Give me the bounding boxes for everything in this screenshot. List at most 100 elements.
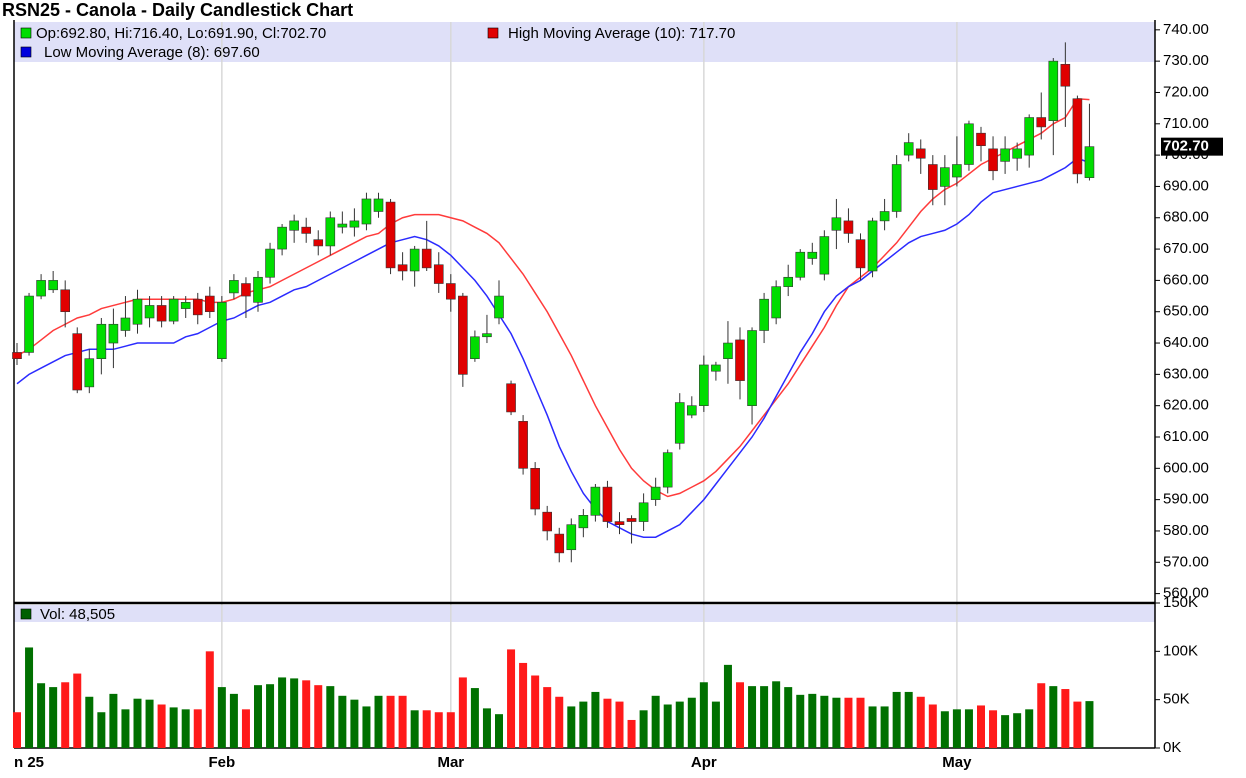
- legend-swatch: [20, 608, 32, 620]
- candle-body: [241, 283, 251, 297]
- volume-bar: [615, 701, 624, 748]
- volume-bar: [121, 709, 130, 748]
- candle-body: [409, 248, 420, 272]
- volume-bar: [892, 691, 901, 748]
- volume-bar: [832, 697, 841, 748]
- volume-bar: [73, 673, 82, 748]
- y-tick-label: 710.00: [1163, 115, 1209, 132]
- candle-body: [1084, 146, 1095, 178]
- candle-body: [361, 198, 372, 225]
- candle-body: [470, 336, 480, 359]
- y-tick-label: 690.00: [1163, 177, 1209, 194]
- candle-body: [373, 198, 384, 212]
- volume-bar: [844, 697, 853, 748]
- volume-bar: [157, 704, 166, 748]
- volume-bar: [977, 705, 985, 748]
- candle-body: [1048, 60, 1059, 121]
- volume-bar: [916, 696, 925, 748]
- candle-body: [253, 276, 263, 303]
- candle-body: [807, 251, 818, 259]
- candle-body: [903, 142, 914, 156]
- volume-bar: [181, 709, 190, 748]
- volume-bar: [639, 710, 648, 748]
- y-tick-label: 730.00: [1163, 52, 1209, 69]
- candle-body: [205, 295, 215, 313]
- legend-label: Vol: 48,505: [40, 606, 115, 623]
- candle-body: [674, 402, 685, 444]
- volume-bar: [1049, 686, 1058, 748]
- volume-bar: [398, 695, 407, 748]
- volume-bar: [519, 662, 528, 748]
- volume-bar: [61, 682, 70, 748]
- candle-body: [156, 305, 167, 322]
- candle-body: [433, 264, 444, 284]
- candle-body: [723, 342, 733, 359]
- y-tick-label: 560.00: [1163, 585, 1209, 602]
- volume-bar: [97, 712, 106, 748]
- candle-body: [1072, 98, 1083, 175]
- volume-bar: [591, 691, 600, 748]
- volume-bar: [495, 714, 503, 748]
- candle-body: [891, 164, 902, 212]
- candle-body: [915, 148, 926, 159]
- candle-body: [747, 330, 757, 406]
- candle-body: [458, 295, 468, 375]
- volume-bar: [675, 701, 684, 748]
- volume-bar: [796, 694, 805, 748]
- volume-bar: [25, 647, 34, 748]
- volume-bar: [482, 708, 491, 748]
- last-price-box: [1161, 137, 1223, 156]
- x-tick-label: Feb: [209, 754, 236, 771]
- candle-body: [217, 302, 227, 359]
- candle-body: [783, 276, 794, 287]
- volume-bar: [531, 675, 540, 748]
- volume-bar: [711, 701, 720, 748]
- candle-body: [397, 264, 408, 272]
- volume-bar: [458, 677, 467, 748]
- volume-bar: [989, 710, 998, 748]
- volume-bar: [266, 684, 275, 748]
- y-tick-label: 590.00: [1163, 491, 1209, 508]
- volume-bar: [579, 701, 588, 748]
- volume-bar: [687, 697, 696, 748]
- y-tick-label: 720.00: [1163, 83, 1209, 100]
- volume-bar: [952, 709, 961, 748]
- candle-body: [735, 339, 745, 381]
- candle-body: [120, 317, 131, 331]
- volume-bar: [868, 706, 877, 748]
- candle-body: [1060, 63, 1071, 87]
- candle-body: [277, 226, 287, 250]
- volume-bar: [784, 687, 793, 748]
- y-tick-label: 610.00: [1163, 428, 1209, 445]
- candle-body: [638, 502, 649, 522]
- volume-bar: [736, 682, 744, 748]
- candle-body: [578, 515, 589, 529]
- chart-title: RSN25 - Canola - Daily Candlestick Chart: [2, 0, 353, 20]
- volume-bar: [651, 695, 660, 748]
- candle-body: [132, 298, 143, 325]
- y-tick-label: 670.00: [1163, 240, 1209, 257]
- y-tick-label: 650.00: [1163, 303, 1209, 320]
- candle-body: [84, 358, 95, 388]
- volume-bar: [145, 699, 154, 748]
- volume-bar: [1001, 715, 1010, 748]
- y-tick-label: 150K: [1163, 594, 1198, 611]
- candle-body: [325, 217, 336, 247]
- candle-body: [1036, 117, 1047, 128]
- candle-body: [686, 405, 697, 416]
- legend-label: Op:692.80, Hi:716.40, Lo:691.90, Cl:702.…: [36, 25, 326, 42]
- candle-body: [530, 468, 540, 510]
- candle-body: [349, 220, 360, 228]
- y-tick-label: 740.00: [1163, 21, 1209, 38]
- y-tick-label: 0K: [1163, 739, 1181, 756]
- volume-bar: [760, 686, 769, 748]
- candle-body: [662, 452, 673, 488]
- volume-bar: [169, 707, 178, 748]
- moving-average-line: [16, 97, 1090, 498]
- volume-bar: [748, 686, 757, 748]
- candle-body: [795, 251, 806, 278]
- candle-body: [289, 220, 299, 231]
- candle-body: [614, 521, 625, 525]
- volume-bar: [13, 712, 21, 748]
- volume-bar: [940, 711, 949, 748]
